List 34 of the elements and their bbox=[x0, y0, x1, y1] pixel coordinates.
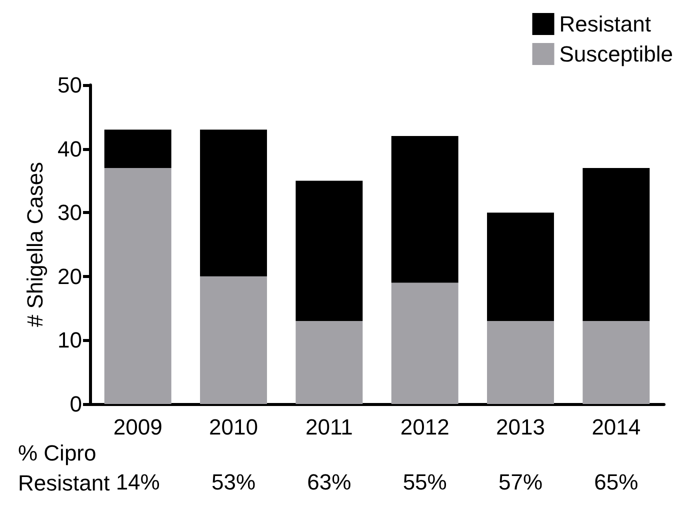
x-tick-label: 2011 bbox=[306, 414, 353, 440]
bar bbox=[582, 168, 650, 322]
x-tick-label: 2010 bbox=[209, 414, 258, 440]
text: 57% bbox=[498, 470, 543, 494]
x-tick-label: 2012 bbox=[400, 414, 450, 440]
text: 65% bbox=[594, 470, 638, 494]
legend-label: Resistant bbox=[559, 12, 651, 36]
y-tick-label: 0 bbox=[70, 392, 82, 416]
bar bbox=[391, 282, 458, 404]
x-tick-label: 2014 bbox=[592, 414, 641, 440]
bar bbox=[391, 136, 458, 283]
bar bbox=[296, 180, 363, 322]
bar bbox=[200, 130, 267, 276]
y-tick-label: 10 bbox=[58, 328, 82, 353]
legend-label: Susceptible bbox=[559, 42, 674, 66]
x-tick-label: 2013 bbox=[496, 414, 545, 440]
bar bbox=[104, 168, 172, 404]
bar bbox=[487, 212, 554, 322]
text: 14% bbox=[116, 470, 160, 494]
bar bbox=[487, 321, 554, 404]
text: 55% bbox=[402, 470, 447, 494]
bar bbox=[200, 276, 267, 404]
bar bbox=[104, 130, 172, 168]
text: 63% bbox=[307, 470, 352, 494]
y-tick-label: 50 bbox=[58, 72, 82, 98]
y-tick-label: 20 bbox=[58, 264, 82, 289]
text: 53% bbox=[211, 470, 256, 494]
text: % Cipro Resistant bbox=[18, 440, 110, 496]
y-axis-title: # Shigella Cases bbox=[22, 162, 48, 328]
bar bbox=[582, 321, 650, 404]
y-tick-label: 30 bbox=[58, 200, 82, 226]
x-tick-label: 2009 bbox=[113, 414, 162, 440]
y-tick-label: 40 bbox=[58, 136, 82, 162]
bar bbox=[296, 321, 363, 404]
